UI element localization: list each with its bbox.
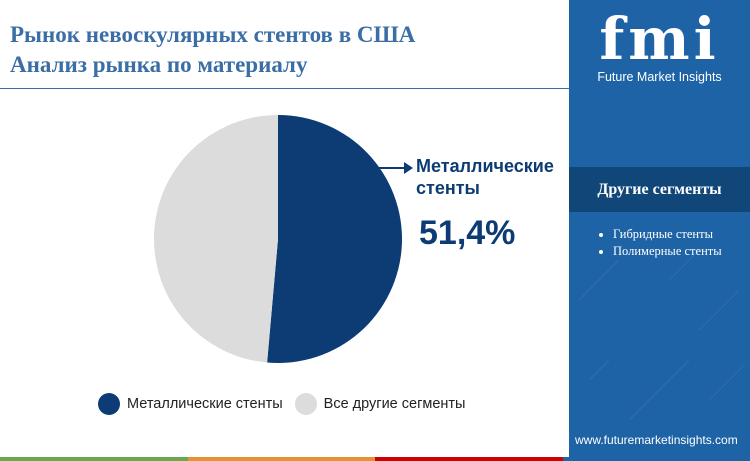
chart-legend: Металлические стенты Все другие сегменты [98,393,477,415]
other-segments-list: Гибридные стенты Полимерные стенты [591,226,722,260]
fmi-logo: fmi Future Market Insights [569,10,750,84]
list-item: Гибридные стенты [613,226,722,243]
logo-subtitle: Future Market Insights [597,70,722,84]
title-line-2: Анализ рынка по материалу [10,52,308,77]
other-segments-heading: Другие сегменты [597,181,722,198]
website-url[interactable]: www.futuremarketinsights.com [575,433,738,447]
sidebar-background-pattern [578,249,745,421]
bottom-color-bar [0,457,750,461]
legend-item-other: Все другие сегменты [294,393,466,415]
legend-label-metal: Металлические стенты [127,396,283,412]
logo-text: fmi [599,5,720,73]
callout-arrow [375,162,413,174]
list-item: Полимерные стенты [613,243,722,260]
legend-swatch-other [294,393,317,415]
legend-item-metal: Металлические стенты [98,393,283,415]
legend-label-other: Все другие сегменты [323,396,466,412]
page-title: Рынок невоскулярных стентов в США Анализ… [10,20,560,80]
callout-value: 51,4% [419,214,516,252]
title-divider [0,88,569,89]
pie-slice-metal [267,115,402,363]
pie-slice-other [153,115,278,363]
side-heading-box [569,167,750,212]
title-line-1: Рынок невоскулярных стентов в США [10,22,416,47]
callout-label: Металлические стенты [416,156,554,198]
pie-chart [153,115,413,363]
legend-swatch-metal [98,393,120,415]
sidebar: fmi Future Market Insights Другие сегмен… [569,0,750,461]
